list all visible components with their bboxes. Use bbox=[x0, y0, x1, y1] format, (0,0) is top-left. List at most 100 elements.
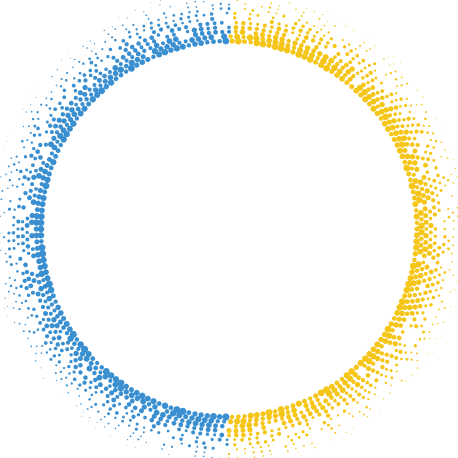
blue-dot bbox=[56, 117, 62, 123]
yellow-dot bbox=[327, 62, 332, 67]
blue-dot bbox=[15, 262, 18, 265]
yellow-dot bbox=[416, 359, 419, 362]
yellow-dot bbox=[333, 55, 337, 60]
yellow-dot bbox=[452, 228, 455, 230]
blue-dot bbox=[4, 252, 7, 255]
blue-dot bbox=[48, 330, 53, 335]
blue-dot bbox=[5, 173, 7, 176]
blue-dot bbox=[161, 49, 169, 56]
blue-dot bbox=[120, 54, 126, 60]
blue-dot bbox=[108, 384, 112, 388]
blue-dot bbox=[50, 158, 57, 166]
blue-dot bbox=[185, 29, 190, 34]
yellow-dot bbox=[385, 359, 390, 364]
blue-dot bbox=[128, 387, 134, 393]
blue-dot bbox=[135, 28, 138, 31]
blue-dot bbox=[124, 42, 129, 47]
blue-dot bbox=[80, 415, 82, 417]
yellow-dot bbox=[301, 24, 305, 29]
yellow-dot bbox=[227, 433, 231, 438]
blue-dot bbox=[30, 290, 35, 295]
yellow-dot bbox=[414, 166, 420, 173]
blue-dot bbox=[132, 432, 135, 434]
blue-dot bbox=[127, 30, 131, 34]
yellow-dot bbox=[229, 38, 235, 44]
blue-dot bbox=[107, 74, 114, 81]
blue-dot bbox=[118, 17, 120, 18]
blue-dot bbox=[49, 323, 55, 329]
blue-dot bbox=[94, 402, 98, 406]
yellow-dot bbox=[344, 62, 349, 68]
blue-dot bbox=[103, 386, 109, 392]
yellow-dot bbox=[424, 227, 429, 231]
blue-dot bbox=[89, 96, 96, 103]
blue-dot bbox=[61, 118, 67, 124]
yellow-dot bbox=[236, 414, 241, 420]
yellow-dot bbox=[421, 260, 426, 265]
blue-dot bbox=[225, 442, 229, 446]
yellow-dot bbox=[292, 442, 295, 445]
blue-dot bbox=[60, 59, 62, 61]
blue-dot bbox=[50, 293, 56, 299]
blue-dot bbox=[192, 32, 199, 38]
yellow-dot bbox=[299, 410, 304, 415]
yellow-dot bbox=[313, 393, 319, 399]
yellow-dot bbox=[423, 219, 429, 225]
yellow-dot bbox=[399, 97, 403, 101]
yellow-dot bbox=[440, 141, 442, 144]
yellow-dot bbox=[365, 49, 368, 52]
yellow-dot bbox=[326, 10, 328, 12]
yellow-dot bbox=[387, 340, 393, 346]
yellow-dot bbox=[380, 373, 384, 377]
yellow-dot bbox=[323, 409, 329, 414]
blue-dot bbox=[16, 185, 19, 188]
yellow-dot bbox=[329, 395, 334, 400]
yellow-dot bbox=[421, 311, 425, 315]
yellow-dot bbox=[370, 98, 377, 105]
yellow-dot bbox=[394, 98, 398, 102]
blue-dot bbox=[73, 89, 78, 93]
yellow-dot bbox=[390, 376, 394, 380]
blue-dot bbox=[172, 19, 175, 23]
yellow-dot bbox=[285, 410, 291, 415]
yellow-dot bbox=[447, 239, 451, 243]
yellow-dot bbox=[407, 293, 413, 298]
blue-dot bbox=[7, 187, 9, 189]
yellow-dot bbox=[418, 338, 422, 341]
blue-dot bbox=[30, 141, 34, 144]
yellow-dot bbox=[379, 351, 384, 356]
blue-dot bbox=[208, 417, 215, 424]
yellow-dot bbox=[431, 132, 435, 135]
blue-dot bbox=[18, 197, 22, 201]
yellow-dot bbox=[413, 244, 420, 251]
blue-dot bbox=[95, 427, 96, 428]
blue-dot bbox=[150, 428, 153, 432]
yellow-dot bbox=[438, 181, 442, 185]
blue-dot bbox=[37, 187, 43, 194]
yellow-dot bbox=[389, 124, 396, 131]
yellow-dot bbox=[295, 447, 297, 450]
yellow-dot bbox=[347, 76, 353, 82]
blue-dot bbox=[41, 262, 48, 270]
blue-dot bbox=[33, 124, 37, 128]
yellow-dot bbox=[428, 209, 433, 214]
blue-dot bbox=[156, 420, 161, 426]
yellow-dot bbox=[379, 101, 385, 108]
blue-dot bbox=[3, 211, 6, 214]
yellow-dot bbox=[308, 27, 312, 32]
blue-dot bbox=[51, 117, 56, 122]
yellow-dot bbox=[267, 420, 271, 424]
blue-dot bbox=[42, 378, 44, 379]
yellow-dot bbox=[442, 321, 445, 324]
blue-dot bbox=[171, 436, 175, 440]
blue-dot bbox=[0, 215, 1, 217]
yellow-dot bbox=[323, 34, 326, 37]
yellow-dot bbox=[332, 43, 337, 49]
blue-dot bbox=[186, 43, 192, 48]
yellow-dot bbox=[314, 446, 316, 449]
blue-dot bbox=[213, 25, 218, 30]
blue-dot bbox=[82, 73, 87, 77]
yellow-dot bbox=[271, 438, 275, 442]
blue-dot bbox=[44, 323, 50, 329]
blue-dot bbox=[212, 427, 218, 433]
